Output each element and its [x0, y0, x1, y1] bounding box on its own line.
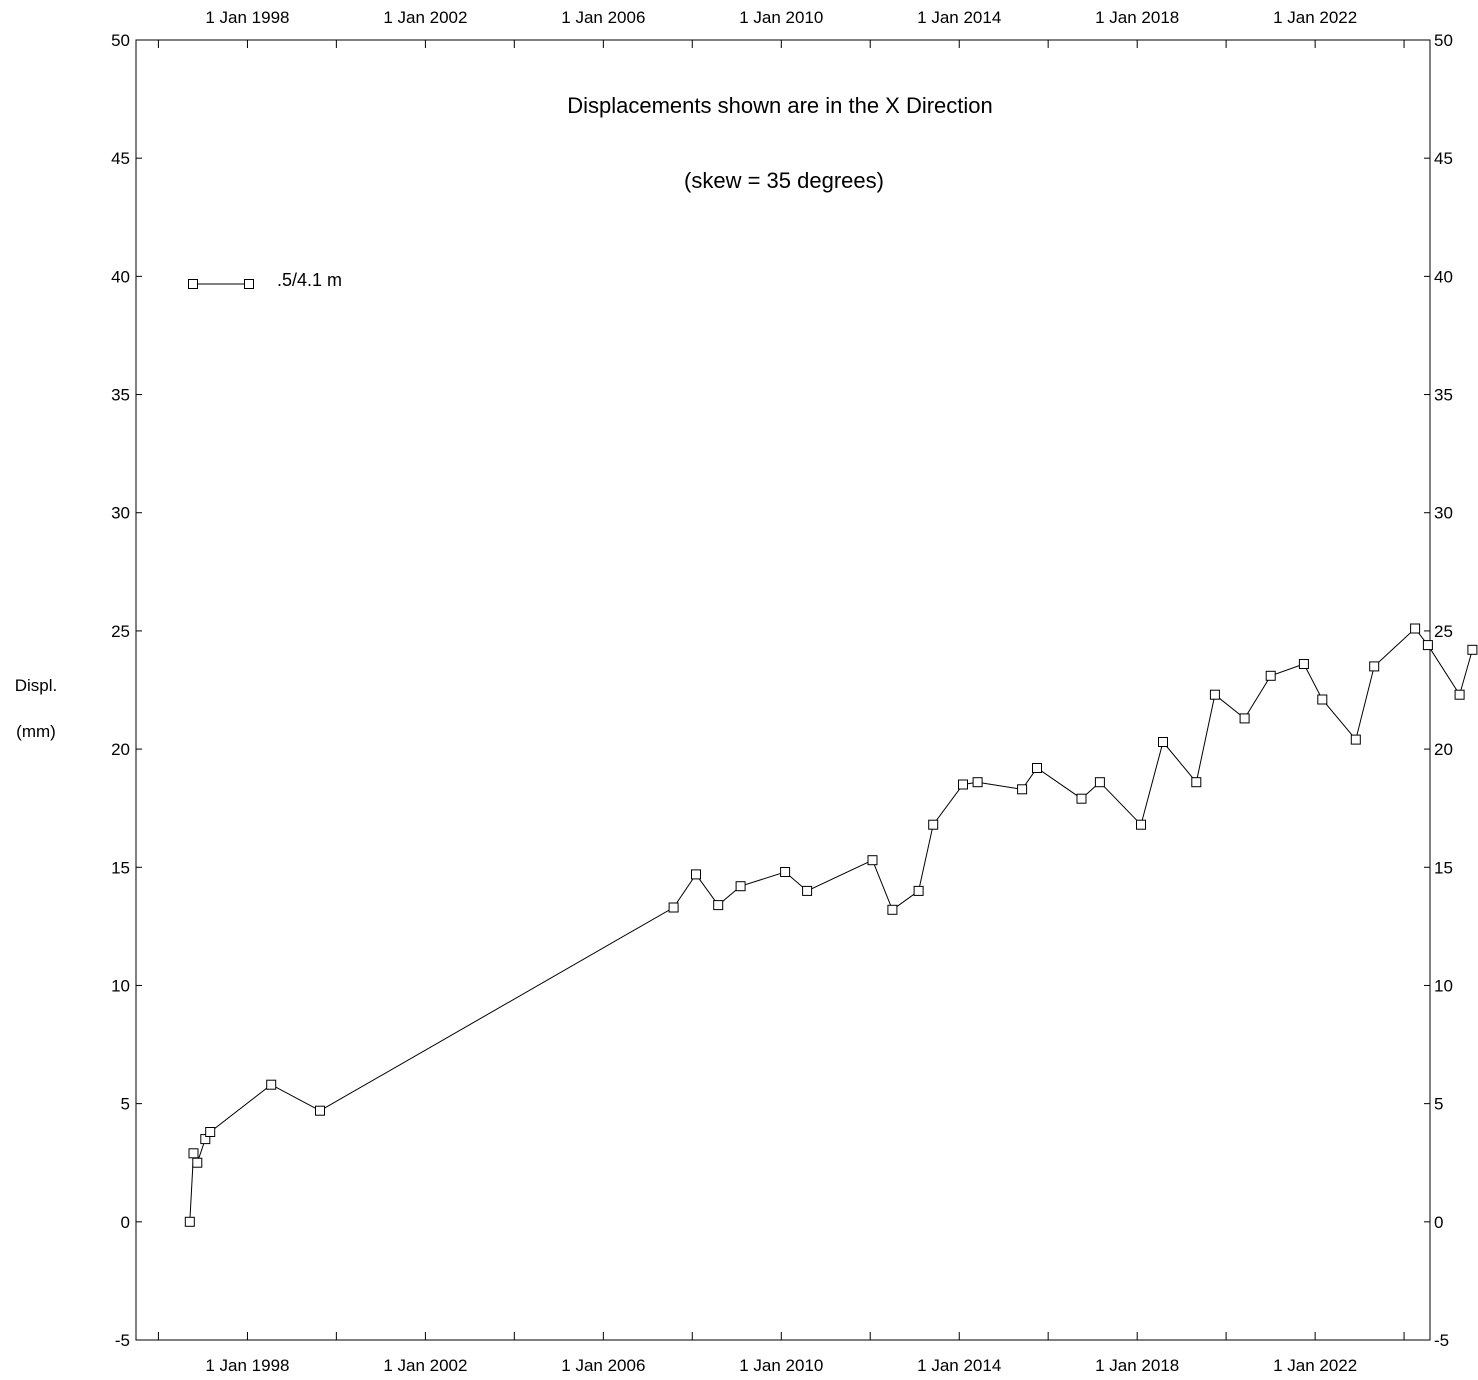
y-tick-label-right: 25: [1434, 622, 1453, 641]
data-point-marker: [1017, 784, 1028, 795]
y-tick-label-left: 45: [111, 149, 130, 168]
data-point-marker: [1209, 689, 1220, 700]
data-point-marker: [1467, 644, 1478, 655]
data-point-marker: [958, 779, 968, 790]
data-point-marker: [1094, 777, 1105, 788]
y-tick-label-right: 0: [1434, 1213, 1443, 1232]
y-tick-label-right: 40: [1434, 267, 1453, 286]
series-layer: [184, 623, 1478, 1227]
x-tick-label-bottom: 1 Jan 2022: [1273, 1356, 1357, 1375]
data-point-marker: [266, 1079, 277, 1090]
data-point-marker: [913, 885, 924, 896]
y-tick-label-right: 5: [1434, 1095, 1443, 1114]
y-tick-label-right: -5: [1434, 1331, 1449, 1350]
data-point-marker: [1076, 793, 1087, 804]
data-point-marker: [1158, 737, 1168, 747]
y-axis-title-line2: (mm): [16, 722, 56, 741]
x-tick-label-bottom: 1 Jan 2002: [383, 1356, 467, 1375]
data-point-marker: [972, 777, 983, 788]
data-point-marker: [802, 885, 813, 896]
x-tick-label-top: 1 Jan 2002: [383, 8, 467, 27]
x-tick-label-top: 1 Jan 2010: [739, 8, 823, 27]
legend-marker-right: [244, 279, 254, 289]
data-point-marker: [192, 1157, 203, 1168]
chart-title: Displacements shown are in the X Directi…: [567, 93, 993, 118]
data-point-marker: [188, 1148, 199, 1159]
data-point-marker: [691, 869, 701, 880]
legend-marker-left: [188, 279, 198, 289]
x-tick-label-top: 1 Jan 1998: [205, 8, 289, 27]
y-tick-label-right: 45: [1434, 149, 1453, 168]
y-tick-label-left: 25: [111, 622, 130, 641]
x-tick-label-bottom: 1 Jan 2014: [917, 1356, 1001, 1375]
y-axis-title-line1: Displ.: [15, 676, 58, 695]
y-tick-label-right: 35: [1434, 386, 1453, 405]
data-point-marker: [713, 900, 724, 911]
data-point-marker: [668, 902, 679, 913]
data-point-marker: [184, 1216, 195, 1227]
y-tick-label-left: 50: [111, 31, 130, 50]
x-tick-label-top: 1 Jan 2006: [561, 8, 645, 27]
data-point-marker: [928, 819, 939, 830]
x-tick-label-bottom: 1 Jan 1998: [205, 1356, 289, 1375]
x-tick-label-top: 1 Jan 2018: [1095, 8, 1179, 27]
series-line: [189, 627, 1473, 1222]
data-point-marker: [887, 904, 898, 915]
data-point-marker: [315, 1105, 325, 1116]
x-tick-label-top: 1 Jan 2022: [1273, 8, 1357, 27]
data-point-marker: [1317, 694, 1328, 705]
y-tick-label-left: 40: [111, 267, 130, 286]
legend: .5/4.1 m: [188, 270, 342, 290]
x-tick-label-bottom: 1 Jan 2006: [561, 1356, 645, 1375]
y-tick-label-right: 30: [1434, 504, 1453, 523]
data-point-marker: [1410, 623, 1421, 634]
data-point-marker: [1454, 689, 1465, 700]
y-tick-label-right: 20: [1434, 740, 1453, 759]
y-tick-label-left: 15: [111, 858, 130, 877]
legend-label: .5/4.1 m: [277, 270, 342, 290]
data-point-marker: [1350, 734, 1361, 745]
y-tick-label-right: 50: [1434, 31, 1453, 50]
y-tick-label-left: 10: [111, 976, 130, 995]
data-point-marker: [1298, 659, 1309, 669]
data-point-marker: [1265, 670, 1276, 681]
data-point-marker: [1136, 819, 1146, 830]
data-point-marker: [780, 867, 791, 877]
axis-ticks: -5 -5 0 0 5 5 10 10 15 15 20 20 25 25 30 30 35 35 40 40 45 45…: [111, 8, 1453, 1375]
y-tick-label-right: 10: [1434, 976, 1453, 995]
y-tick-label-left: 35: [111, 386, 130, 405]
data-point-marker: [1239, 713, 1250, 724]
y-tick-label-right: 15: [1434, 858, 1453, 877]
x-tick-label-bottom: 1 Jan 2018: [1095, 1356, 1179, 1375]
x-tick-label-bottom: 1 Jan 2010: [739, 1356, 823, 1375]
data-point-marker: [1369, 661, 1380, 672]
plot-frame: [135, 39, 1431, 1341]
x-tick-label-top: 1 Jan 2014: [917, 8, 1001, 27]
data-point-marker: [735, 881, 746, 892]
data-point-marker: [205, 1127, 216, 1137]
y-tick-label-left: 20: [111, 740, 130, 759]
data-point-marker: [1032, 763, 1042, 773]
y-tick-label-left: 30: [111, 504, 130, 523]
y-tick-label-left: -5: [115, 1331, 130, 1350]
y-tick-label-left: 5: [121, 1095, 130, 1114]
data-point-marker: [1422, 640, 1433, 651]
data-point-marker: [867, 855, 878, 866]
y-tick-label-left: 0: [121, 1213, 130, 1232]
chart-subtitle: (skew = 35 degrees): [684, 168, 884, 193]
data-point-marker: [1191, 777, 1202, 788]
